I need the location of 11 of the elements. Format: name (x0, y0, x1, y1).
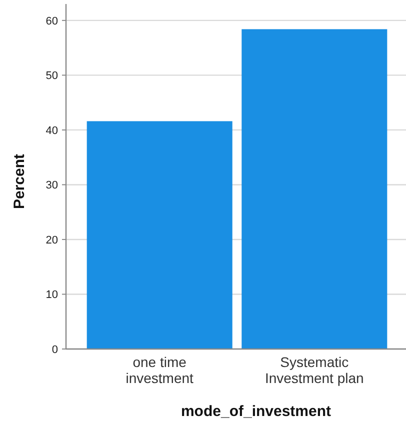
y-tick-label: 20 (46, 234, 58, 246)
y-tick-label: 30 (46, 180, 58, 192)
x-axis-title: mode_of_investment (180, 403, 332, 420)
y-tick-label: 60 (46, 15, 58, 28)
x-tick-label: Systematic Investment plan (264, 354, 364, 386)
x-tick-label: one time investment (126, 354, 194, 386)
y-axis-title: Percent (11, 154, 28, 210)
y-tick-label: 40 (46, 124, 58, 137)
y-tick-label: 10 (46, 289, 58, 302)
y-tick-label: 0 (52, 344, 58, 356)
y-tick-label: 50 (46, 70, 58, 82)
